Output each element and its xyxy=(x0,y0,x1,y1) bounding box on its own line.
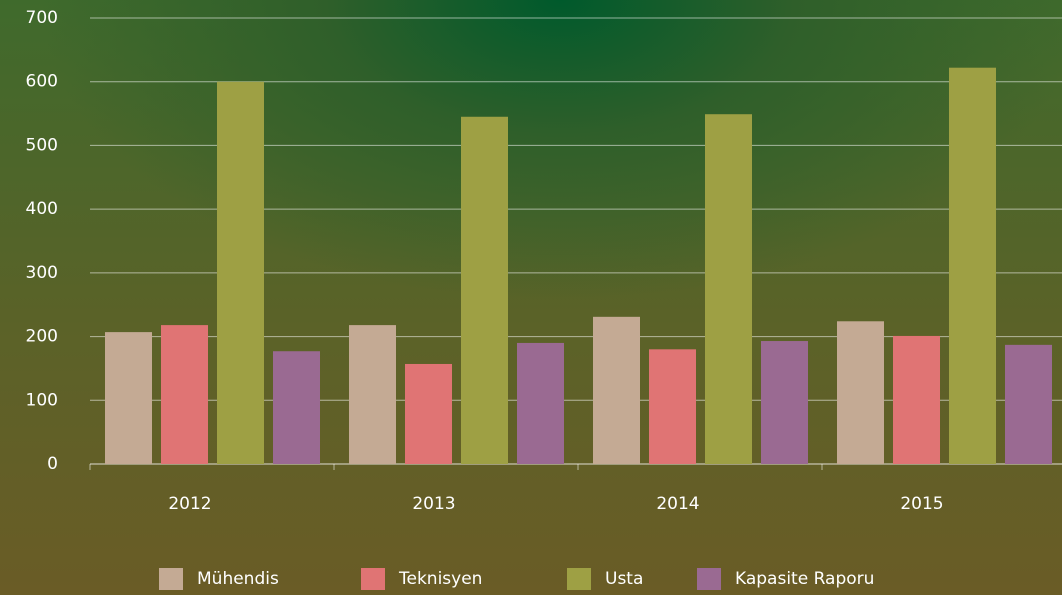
x-tick-label: 2013 xyxy=(412,494,455,514)
bar xyxy=(217,81,264,464)
bar xyxy=(517,342,564,464)
legend-label: Teknisyen xyxy=(398,569,482,589)
bar xyxy=(705,114,752,465)
bar xyxy=(761,341,808,464)
x-tick-label: 2015 xyxy=(900,494,943,514)
y-tick-label: 100 xyxy=(26,390,58,410)
y-tick-label: 200 xyxy=(26,327,58,347)
legend-label: Kapasite Raporu xyxy=(735,569,874,589)
legend-swatch xyxy=(697,568,721,590)
y-tick-label: 700 xyxy=(26,8,58,28)
bar xyxy=(273,351,320,464)
legend-swatch xyxy=(159,568,183,590)
bar xyxy=(105,332,152,464)
bar xyxy=(405,363,452,464)
y-tick-label: 500 xyxy=(26,135,58,155)
bar xyxy=(161,325,208,464)
bar xyxy=(837,321,884,464)
bar xyxy=(1005,344,1052,464)
legend-swatch xyxy=(567,568,591,590)
x-tick-label: 2012 xyxy=(168,494,211,514)
legend-label: Usta xyxy=(605,569,643,589)
bar xyxy=(893,335,940,464)
legend-label: Mühendis xyxy=(197,569,279,589)
bar xyxy=(949,67,996,464)
bar xyxy=(593,316,640,464)
bar xyxy=(649,349,696,464)
y-tick-label: 300 xyxy=(26,263,58,283)
y-tick-label: 400 xyxy=(26,199,58,219)
legend-swatch xyxy=(361,568,385,590)
y-tick-label: 0 xyxy=(47,454,58,474)
x-tick-label: 2014 xyxy=(656,494,699,514)
bar xyxy=(349,325,396,464)
y-tick-label: 600 xyxy=(26,72,58,92)
bar xyxy=(461,116,508,464)
